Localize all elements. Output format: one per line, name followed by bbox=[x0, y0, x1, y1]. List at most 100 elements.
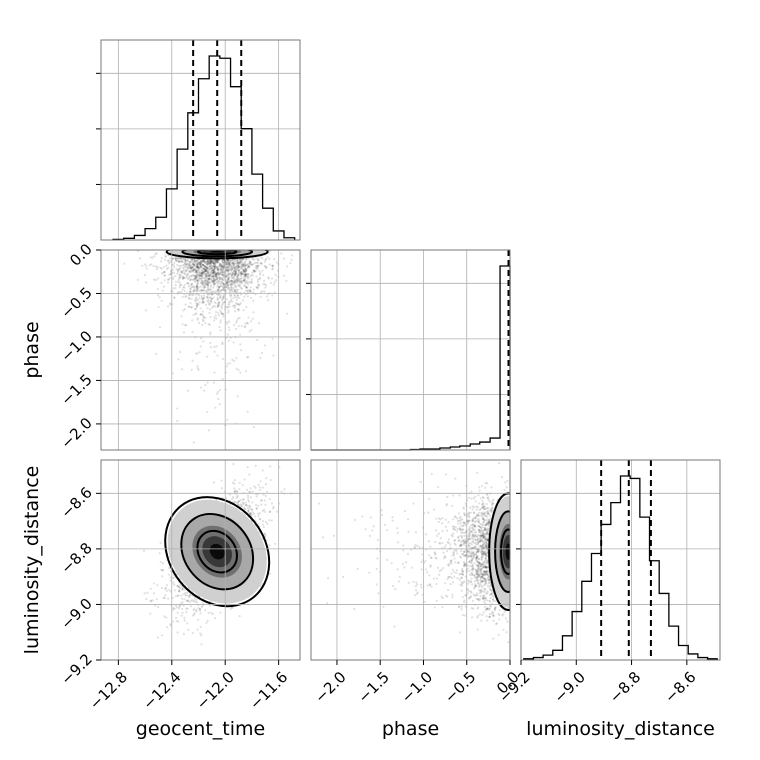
scatter-point bbox=[199, 288, 202, 291]
scatter-point bbox=[242, 263, 245, 266]
scatter-point bbox=[210, 260, 213, 263]
scatter-point bbox=[200, 273, 203, 276]
contour-line bbox=[180, 513, 255, 591]
scatter-point bbox=[194, 259, 197, 262]
scatter-point bbox=[168, 261, 171, 264]
scatter-point bbox=[215, 272, 218, 275]
scatter-point bbox=[246, 263, 249, 266]
scatter-point bbox=[242, 279, 246, 282]
scatter-point bbox=[202, 340, 205, 343]
scatter-point bbox=[188, 275, 191, 278]
scatter-point bbox=[216, 285, 219, 288]
scatter-point bbox=[206, 281, 209, 284]
scatter-point bbox=[145, 597, 148, 601]
scatter-point bbox=[192, 608, 195, 612]
scatter-point bbox=[190, 283, 194, 286]
scatter-point bbox=[260, 499, 263, 503]
scatter-point bbox=[219, 611, 222, 614]
scatter-point bbox=[198, 262, 201, 265]
scatter-point bbox=[219, 284, 223, 287]
scatter-point bbox=[226, 306, 229, 309]
scatter-point bbox=[246, 286, 249, 289]
scatter-point bbox=[169, 623, 172, 626]
scatter-point bbox=[255, 275, 258, 278]
scatter-point bbox=[235, 327, 238, 330]
scatter-point bbox=[233, 260, 237, 263]
scatter-point bbox=[196, 317, 199, 320]
scatter-point bbox=[228, 328, 231, 331]
scatter-point bbox=[181, 269, 185, 273]
scatter-point bbox=[424, 568, 428, 571]
scatter-point bbox=[204, 272, 207, 276]
scatter-point bbox=[181, 266, 185, 270]
scatter-point bbox=[259, 488, 262, 491]
scatter-point bbox=[216, 258, 220, 262]
scatter-point bbox=[169, 576, 172, 579]
scatter-point bbox=[180, 271, 183, 274]
scatter-point bbox=[245, 286, 248, 289]
scatter-point bbox=[217, 397, 220, 401]
scatter-point bbox=[229, 274, 233, 277]
scatter-point bbox=[212, 271, 215, 275]
contour-line bbox=[164, 496, 271, 608]
scatter-point bbox=[190, 278, 193, 281]
scatter-point bbox=[243, 273, 247, 276]
scatter-point bbox=[478, 530, 481, 534]
scatter-point bbox=[154, 278, 158, 282]
scatter-point bbox=[223, 296, 226, 299]
scatter-point bbox=[198, 274, 202, 277]
scatter-point bbox=[290, 258, 293, 262]
scatter-point bbox=[476, 556, 479, 559]
scatter-point bbox=[156, 584, 159, 587]
scatter-point bbox=[186, 281, 190, 285]
scatter-point bbox=[161, 569, 164, 572]
scatter-point bbox=[160, 299, 163, 302]
scatter-point bbox=[167, 278, 170, 281]
scatter-point bbox=[209, 267, 212, 270]
scatter-point bbox=[487, 520, 490, 524]
scatter-point bbox=[164, 255, 167, 259]
scatter-point bbox=[241, 258, 244, 261]
scatter-point bbox=[156, 287, 159, 291]
scatter-point bbox=[220, 274, 223, 277]
scatter-point bbox=[213, 371, 216, 374]
scatter-point bbox=[186, 599, 189, 602]
scatter-point bbox=[235, 490, 239, 493]
scatter-point bbox=[202, 301, 205, 304]
scatter-point bbox=[200, 279, 203, 282]
scatter-point bbox=[256, 264, 259, 267]
scatter-point bbox=[486, 553, 489, 556]
scatter-point bbox=[198, 261, 201, 264]
scatter-point bbox=[189, 263, 192, 267]
scatter-point bbox=[197, 267, 200, 270]
scatter-point bbox=[195, 263, 199, 266]
scatter-point bbox=[213, 279, 216, 282]
scatter-point bbox=[211, 275, 215, 279]
scatter-point bbox=[212, 304, 215, 308]
scatter-point bbox=[183, 257, 187, 261]
scatter-point bbox=[168, 573, 171, 576]
scatter-point bbox=[471, 508, 474, 511]
scatter-point bbox=[218, 273, 221, 276]
scatter-point bbox=[177, 278, 180, 282]
scatter-point bbox=[215, 277, 219, 280]
scatter-point bbox=[179, 604, 182, 607]
scatter-point bbox=[488, 520, 491, 524]
scatter-point bbox=[248, 280, 251, 284]
scatter-point bbox=[479, 551, 482, 554]
scatter-point bbox=[242, 269, 245, 272]
scatter-point bbox=[189, 266, 193, 269]
scatter-point bbox=[484, 565, 488, 568]
scatter-point bbox=[204, 261, 208, 264]
scatter-point bbox=[206, 284, 210, 287]
scatter-point bbox=[195, 287, 198, 290]
scatter-point bbox=[174, 257, 177, 260]
scatter-point bbox=[181, 260, 184, 263]
scatter-point bbox=[166, 259, 169, 263]
scatter-point bbox=[488, 593, 491, 596]
scatter-point bbox=[196, 282, 200, 285]
scatter-point bbox=[264, 258, 267, 261]
scatter-point bbox=[490, 593, 493, 596]
scatter-point bbox=[254, 464, 257, 467]
scatter-point bbox=[200, 265, 203, 268]
